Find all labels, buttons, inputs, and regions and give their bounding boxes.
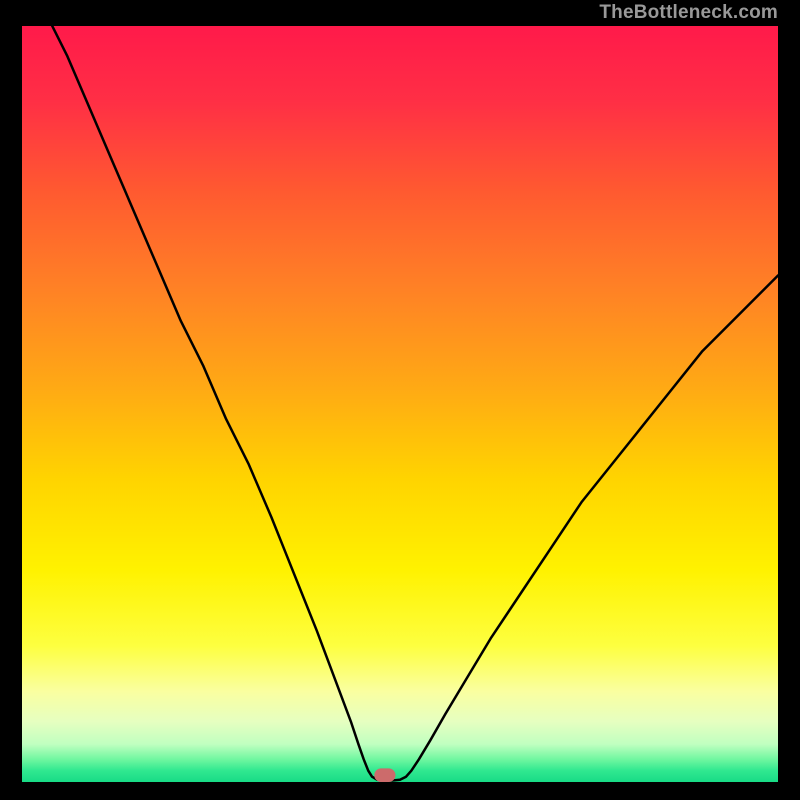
bottleneck-curve-chart <box>22 26 778 782</box>
gradient-background <box>22 26 778 782</box>
watermark-text: TheBottleneck.com <box>599 2 778 24</box>
chart-container: TheBottleneck.com <box>0 0 800 800</box>
minimum-marker <box>374 768 395 782</box>
